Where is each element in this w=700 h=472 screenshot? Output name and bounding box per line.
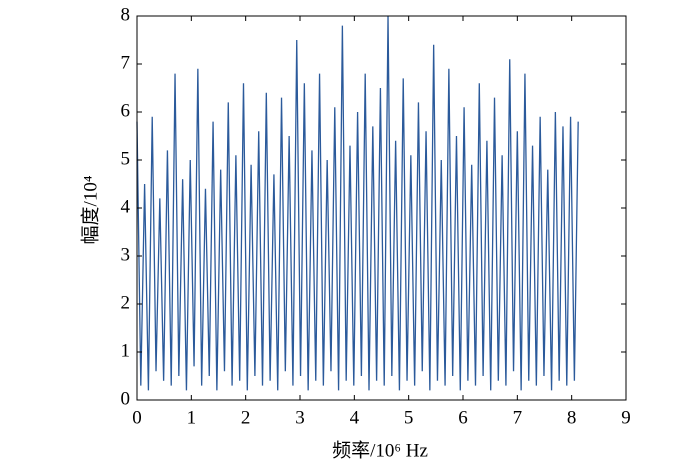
x-tick-label: 2 [241, 407, 251, 428]
x-tick-label: 1 [187, 407, 197, 428]
y-axis-label: 幅度/10⁴ [79, 175, 101, 244]
data-line [136, 15, 579, 391]
x-tick-label: 6 [458, 407, 468, 428]
x-axis-label: 频率/10⁶ Hz [332, 439, 428, 461]
y-tick-label: 3 [121, 244, 131, 265]
y-tick-label: 0 [121, 388, 131, 409]
plot-frame [136, 15, 627, 401]
y-tick-label: 6 [121, 100, 131, 121]
x-tick-label: 3 [295, 407, 305, 428]
x-tick-label: 7 [513, 407, 523, 428]
y-tick-label: 7 [121, 52, 131, 73]
x-tick-label: 0 [132, 407, 142, 428]
x-tick-label: 5 [404, 407, 414, 428]
y-tick-label: 5 [121, 148, 131, 169]
x-tick-label: 9 [621, 407, 631, 428]
y-tick-label: 4 [121, 196, 131, 217]
y-tick-label: 1 [121, 340, 131, 361]
y-tick-label: 2 [121, 292, 131, 313]
x-tick-label: 4 [350, 407, 360, 428]
y-tick-label: 8 [121, 4, 131, 25]
x-tick-label: 8 [567, 407, 577, 428]
